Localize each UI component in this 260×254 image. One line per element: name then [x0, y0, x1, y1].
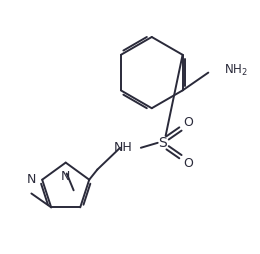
Text: NH: NH: [114, 141, 133, 154]
Text: O: O: [183, 116, 193, 129]
Text: S: S: [158, 136, 167, 150]
Text: O: O: [183, 157, 193, 170]
Text: N: N: [61, 169, 70, 183]
Text: NH$_2$: NH$_2$: [224, 63, 248, 78]
Text: N: N: [27, 173, 36, 186]
